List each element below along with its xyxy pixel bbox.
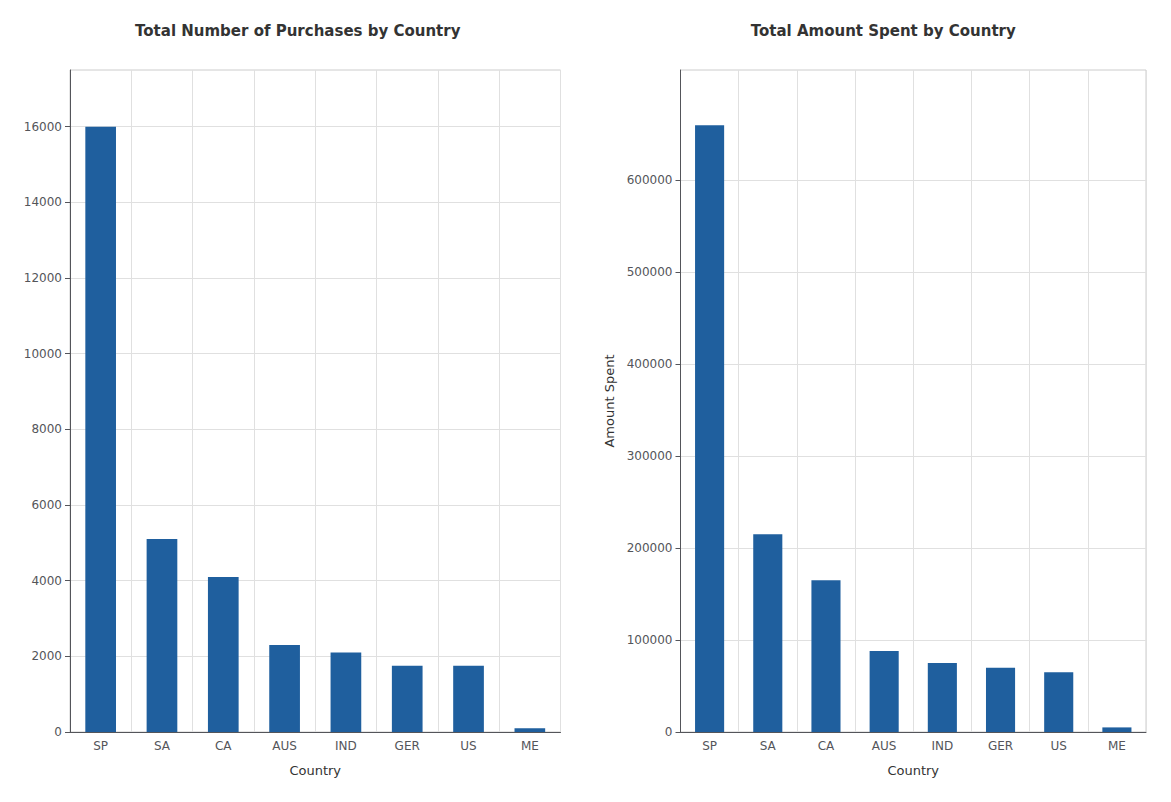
svg-text:AUS: AUS	[272, 739, 297, 753]
svg-text:16000: 16000	[24, 120, 62, 134]
svg-text:GER: GER	[395, 739, 420, 753]
svg-text:2000: 2000	[31, 649, 62, 663]
svg-text:US: US	[1051, 739, 1067, 753]
svg-text:GER: GER	[988, 739, 1013, 753]
svg-text:400000: 400000	[627, 357, 673, 371]
svg-text:US: US	[460, 739, 476, 753]
svg-text:12000: 12000	[24, 271, 62, 285]
svg-text:Amount Spent: Amount Spent	[602, 354, 617, 447]
svg-text:4000: 4000	[31, 574, 62, 588]
svg-text:AUS: AUS	[872, 739, 897, 753]
svg-text:IND: IND	[335, 739, 357, 753]
svg-text:SA: SA	[760, 739, 777, 753]
svg-text:14000: 14000	[24, 195, 62, 209]
svg-text:0: 0	[54, 725, 62, 739]
svg-text:300000: 300000	[627, 449, 673, 463]
svg-text:200000: 200000	[627, 541, 673, 555]
svg-text:CA: CA	[215, 739, 232, 753]
svg-text:ME: ME	[1108, 739, 1126, 753]
svg-text:IND: IND	[931, 739, 953, 753]
svg-text:ME: ME	[521, 739, 539, 753]
svg-text:Country: Country	[289, 763, 341, 778]
svg-text:8000: 8000	[31, 422, 62, 436]
svg-text:SP: SP	[93, 739, 108, 753]
svg-text:SP: SP	[702, 739, 717, 753]
svg-text:SA: SA	[154, 739, 171, 753]
svg-text:Total Number of Purchases by C: Total Number of Purchases by Country	[135, 22, 461, 40]
svg-text:CA: CA	[818, 739, 835, 753]
svg-text:Country: Country	[887, 763, 939, 778]
svg-text:100000: 100000	[627, 633, 673, 647]
svg-text:10000: 10000	[24, 347, 62, 361]
svg-text:600000: 600000	[627, 173, 673, 187]
svg-text:0: 0	[665, 725, 673, 739]
svg-text:6000: 6000	[31, 498, 62, 512]
svg-text:Total Amount Spent by Country: Total Amount Spent by Country	[751, 22, 1016, 40]
svg-text:500000: 500000	[627, 265, 673, 279]
